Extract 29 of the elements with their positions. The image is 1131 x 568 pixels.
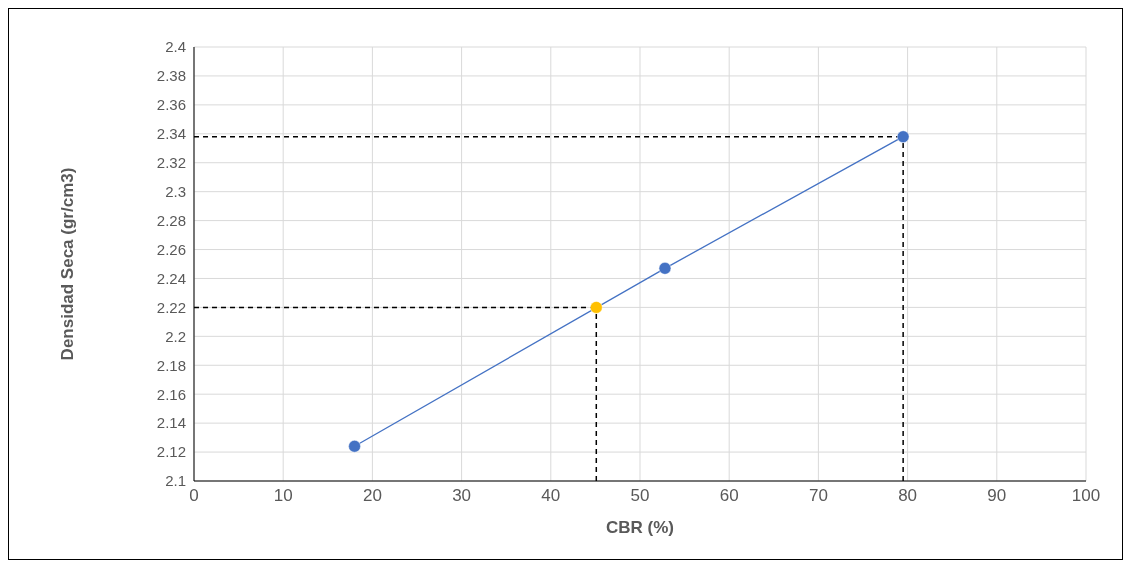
x-tick-label: 80: [898, 486, 918, 506]
y-tick-label: 2.28: [156, 211, 186, 229]
x-tick-label: 100: [1071, 486, 1101, 506]
x-tick-label: 60: [719, 486, 739, 506]
x-tick-label: 70: [808, 486, 828, 506]
x-tick-label: 20: [362, 486, 382, 506]
x-tick-label: 0: [189, 486, 199, 506]
y-axis-title: Densidad Seca (gr/cm3): [58, 167, 78, 361]
y-tick-label: 2.38: [156, 67, 186, 85]
y-tick-label: 2.18: [156, 356, 186, 374]
x-tick-label: 30: [452, 486, 472, 506]
x-tick-label: 90: [987, 486, 1007, 506]
y-tick-label: 2.22: [156, 298, 186, 316]
x-tick-label: 40: [541, 486, 561, 506]
x-axis-title: CBR (%): [606, 518, 674, 537]
x-tick-label: 50: [630, 486, 650, 506]
y-tick-label: 2.26: [156, 240, 186, 258]
y-tick-label: 2.24: [156, 269, 186, 287]
y-tick-label: 2.14: [156, 414, 186, 432]
x-tick-label: 10: [273, 486, 293, 506]
y-tick-label: 2.1: [165, 472, 186, 490]
y-tick-label: 2.34: [156, 125, 186, 143]
y-tick-label: 2.2: [165, 327, 186, 345]
y-tick-label: 2.3: [165, 182, 186, 200]
y-tick-label: 2.4: [165, 38, 186, 56]
y-tick-label: 2.32: [156, 154, 186, 172]
y-tick-label: 2.12: [156, 443, 186, 461]
y-tick-label: 2.36: [156, 96, 186, 114]
y-tick-label: 2.16: [156, 385, 186, 403]
